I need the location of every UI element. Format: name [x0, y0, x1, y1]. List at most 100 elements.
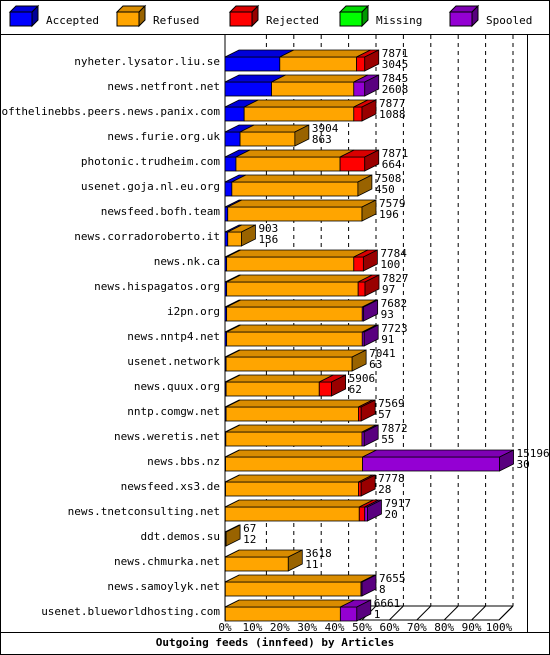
bar-top-refused: [225, 349, 367, 358]
bar-total-label: 7827: [382, 272, 409, 285]
bar-accepted-label: 91: [381, 333, 394, 346]
bar-top-refused: [225, 499, 374, 508]
bar-segment-rejected: [353, 256, 364, 272]
category-label: news.nntp4.net: [127, 330, 220, 343]
category-label: usenet.goja.nl.eu.org: [81, 180, 220, 193]
x-tick-label: 40%: [325, 621, 345, 634]
bar-side-rejected: [361, 99, 377, 122]
bar-side-spooled: [363, 299, 379, 322]
bar-accepted-label: 3045: [382, 58, 409, 71]
bar-total-label: 7872: [381, 422, 408, 435]
bar-segment-rejected: [358, 506, 366, 522]
bar-accepted-label: 97: [382, 283, 395, 296]
bar-total-label: 7845: [382, 72, 409, 85]
bar-segment-refused: [239, 131, 296, 147]
x-tick-label: 50%: [352, 621, 372, 634]
category-label: news.hispagatos.org: [94, 280, 220, 293]
x-tick-label: 100%: [486, 621, 513, 634]
bar-segment-spooled: [362, 456, 500, 472]
bar-side-spooled: [361, 574, 377, 597]
bar-row: [224, 124, 310, 147]
bar-segment-accepted: [224, 206, 229, 222]
bar-segment-rejected: [358, 481, 362, 497]
category-label: news.netfront.net: [107, 80, 220, 93]
bar-row: [224, 574, 377, 597]
bar-side-rejected: [364, 274, 380, 297]
x-tick-label: 60%: [379, 621, 399, 634]
bar-row: [224, 149, 380, 172]
bar-accepted-label: 196: [379, 208, 399, 221]
bar-segment-refused: [225, 406, 359, 422]
bar-top-refused: [271, 74, 368, 83]
bar-total-label: 7917: [384, 497, 411, 510]
bar-side-spooled: [363, 424, 379, 447]
category-label: news.samoylyk.net: [107, 580, 220, 593]
bar-top-spooled: [362, 449, 514, 458]
legend-swatch: [229, 11, 253, 27]
bar-top-refused: [231, 174, 373, 183]
category-label: news.furie.org.uk: [107, 130, 220, 143]
bar-side-rejected: [360, 474, 376, 497]
tick-mark: [416, 605, 432, 621]
bar-segment-accepted: [224, 56, 281, 72]
bar-row: [224, 374, 346, 397]
bar-total-label: 15196: [517, 447, 550, 460]
bar-row: [224, 249, 378, 272]
bar-segment-refused: [224, 506, 360, 522]
bar-segment-refused: [225, 481, 359, 497]
bars: [224, 49, 514, 622]
category-label: photonic.trudheim.com: [81, 155, 220, 168]
category-label: usenet.blueworldhosting.com: [41, 605, 220, 618]
bar-row: [224, 199, 377, 222]
bar-side-spooled: [367, 499, 382, 522]
bar-segment-accepted: [224, 156, 237, 172]
bar-segment-refused: [279, 56, 357, 72]
legend-label: Spooled: [486, 14, 532, 27]
bar-side-rejected: [364, 49, 380, 72]
category-label: nyheter.lysator.liu.se: [74, 55, 220, 68]
bar-side-refused: [241, 224, 256, 247]
bar-total-label: 67: [243, 522, 256, 535]
bar-segment-refused: [227, 231, 242, 247]
bar-total-label: 7778: [378, 472, 405, 485]
x-tick-label: 10%: [242, 621, 262, 634]
bar-segment-refused: [231, 181, 359, 197]
legend-item-spooled: Spooled: [448, 4, 532, 28]
axes: [0, 34, 550, 633]
bar-side-rejected: [362, 249, 378, 272]
bar-row: [224, 274, 380, 297]
bar-row: [224, 174, 373, 197]
bar-segment-accepted: [224, 181, 233, 197]
bar-row: [224, 424, 379, 447]
bar-segment-refused: [225, 456, 363, 472]
bar-total-label: 7682: [381, 297, 408, 310]
legend-swatch: [9, 11, 33, 27]
legend-swatch-side: [31, 4, 39, 28]
bar-side-refused: [287, 549, 303, 572]
x-tick-label: 0%: [218, 621, 232, 634]
legend-label: Missing: [376, 14, 422, 27]
bar-segment-rejected: [318, 381, 332, 397]
bar-total-label: 7871: [382, 47, 409, 60]
category-label: news.chmurka.net: [114, 555, 220, 568]
bar-accepted-label: 1088: [379, 108, 406, 121]
bar-segment-refused: [271, 81, 355, 97]
bar-row: [224, 549, 303, 572]
tick-mark: [471, 605, 486, 621]
bar-top-refused: [244, 99, 368, 108]
bar-accepted-label: 28: [378, 483, 391, 496]
bar-side-refused: [357, 174, 373, 197]
bar-segment-accepted: [224, 81, 272, 97]
bar-side-refused: [225, 524, 241, 547]
legend-label: Refused: [153, 14, 199, 27]
category-label: ddt.demos.su: [141, 530, 220, 543]
bar-total-label: 7579: [379, 197, 406, 210]
bar-row: [224, 99, 377, 122]
bar-segment-refused: [224, 581, 362, 597]
bar-segment-accepted: [224, 231, 229, 247]
bar-top-refused: [225, 399, 373, 408]
bar-segment-refused: [235, 156, 341, 172]
legend-swatch-side: [471, 4, 479, 28]
x-axis-depth: [498, 605, 514, 621]
